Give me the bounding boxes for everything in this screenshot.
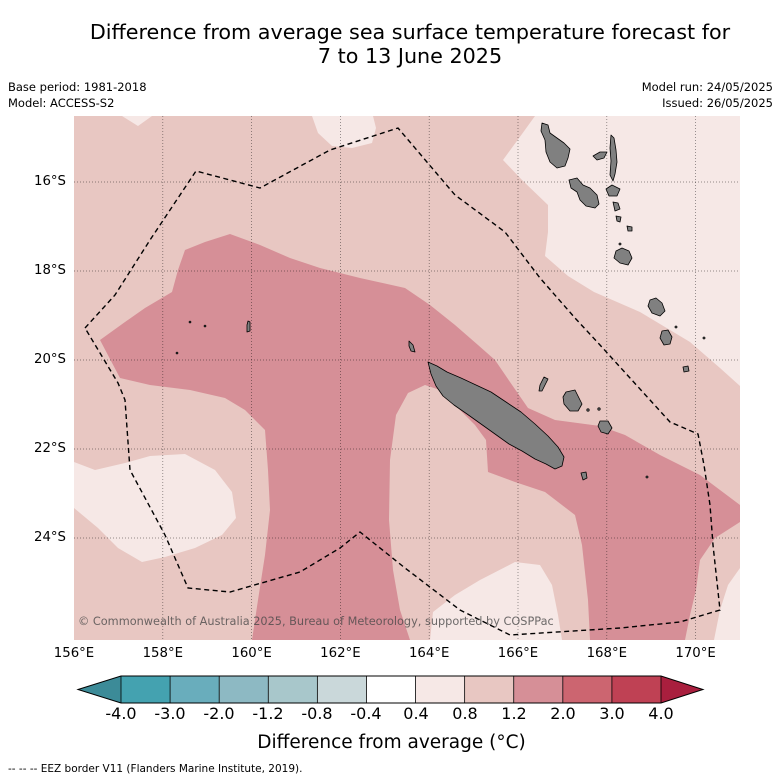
vanuatu-island-efate [613, 247, 633, 266]
colorbar-tick-label: 0.4 [403, 704, 429, 723]
colorbar-segment [121, 676, 171, 703]
chesterfield-islands [246, 320, 251, 333]
vanuatu-island-santo [540, 122, 571, 169]
islet [408, 340, 416, 353]
land [175, 122, 706, 481]
islet [175, 351, 179, 355]
issued-text: Issued: 26/05/2025 [662, 96, 773, 110]
vanuatu-island [626, 225, 633, 232]
colorbar-tick-label: 2.0 [550, 704, 576, 723]
colorbar-segment [366, 676, 416, 703]
colorbar-tick-label: -3.0 [154, 704, 186, 723]
vanuatu-island [615, 215, 622, 223]
copyright-notice: © Commonwealth of Australia 2025, Bureau… [78, 615, 554, 628]
colorbar-segment [562, 676, 612, 703]
lon-label: 162°E [320, 646, 361, 661]
lat-label: 18°S [33, 263, 66, 278]
lat-label: 22°S [33, 441, 66, 456]
colorbar-tick-label: 4.0 [648, 704, 674, 723]
islet [618, 242, 622, 246]
colorbar-extend-high [661, 676, 703, 703]
islet [203, 324, 207, 328]
loyalty-island-mare [597, 420, 613, 435]
lon-label: 156°E [53, 646, 95, 661]
colorbar-segment [513, 676, 563, 703]
islet [597, 407, 601, 411]
colorbar-extend-low [78, 676, 121, 703]
loyalty-island-ouvea [538, 376, 549, 392]
eez-border [84, 127, 721, 636]
lat-label: 24°S [33, 530, 66, 545]
sst-anomaly-map [74, 116, 740, 640]
lat-label: 16°S [33, 174, 66, 189]
colorbar-tick-label: -2.0 [203, 704, 235, 723]
title-line-2: 7 to 13 June 2025 [317, 44, 503, 68]
islet [702, 336, 706, 340]
vanuatu-island [612, 201, 621, 212]
anomaly-region-bottom-center [430, 562, 562, 640]
lon-label: 166°E [497, 646, 539, 661]
anomaly-region-1.2-2.0 [100, 234, 740, 640]
colorbar-segment [415, 676, 465, 703]
colorbar-segment [219, 676, 269, 703]
lon-label: 158°E [142, 646, 184, 661]
anomaly-region-bottom-right [714, 568, 740, 640]
colorbar-segment [317, 676, 367, 703]
chart-title: Difference from average sea surface temp… [40, 20, 780, 68]
base-period-text: Base period: 1981-2018 [8, 80, 147, 94]
loyalty-island-lifou [562, 389, 583, 412]
colorbar-outline [76, 675, 705, 704]
lat-label: 20°S [33, 352, 66, 367]
colorbar-segment [611, 676, 661, 703]
eez-border-legend: -- -- -- EEZ border V11 (Flanders Marine… [8, 763, 303, 775]
colorbar-segment [170, 676, 220, 703]
colorbar-tick-label: -4.0 [105, 704, 137, 723]
lon-label: 168°E [586, 646, 628, 661]
vanuatu-island-malakula [568, 177, 600, 209]
vanuatu-island [592, 151, 608, 161]
isle-of-pines [580, 471, 588, 481]
lon-label: 160°E [231, 646, 272, 661]
model-run-text: Model run: 24/05/2025 [641, 80, 773, 94]
colorbar-tick-label: 0.8 [452, 704, 478, 723]
model-text: Model: ACCESS-S2 [8, 96, 115, 110]
islet [188, 320, 192, 324]
vanuatu-island-tanna [659, 329, 673, 346]
islet [645, 475, 649, 479]
lon-label: 170°E [675, 646, 716, 661]
colorbar-segment [464, 676, 514, 703]
colorbar-edges [120, 676, 662, 703]
islet [674, 325, 678, 329]
new-caledonia-main-island [427, 361, 565, 470]
colorbar-label: Difference from average (°C) [257, 732, 526, 753]
colorbar-tick-label: -0.4 [350, 704, 382, 723]
colorbar-tick-label: 3.0 [599, 704, 625, 723]
vanuatu-island [605, 184, 621, 197]
islet [586, 408, 590, 412]
lon-label: 164°E [408, 646, 450, 661]
colorbar-tick-label: -1.2 [252, 704, 284, 723]
graticule [74, 116, 740, 640]
anomaly-region-top-left [122, 116, 152, 126]
colorbar-segment [268, 676, 318, 703]
title-line-1: Difference from average sea surface temp… [89, 20, 731, 44]
anomaly-region-bottom-left [74, 454, 236, 562]
colorbar [76, 675, 705, 704]
vanuatu-island-aneityum [682, 365, 690, 373]
colorbar-tick-label: 1.2 [501, 704, 527, 723]
vanuatu-island-erromango [647, 297, 666, 317]
vanuatu-island [609, 134, 618, 182]
colorbar-tick-label: -0.8 [301, 704, 333, 723]
